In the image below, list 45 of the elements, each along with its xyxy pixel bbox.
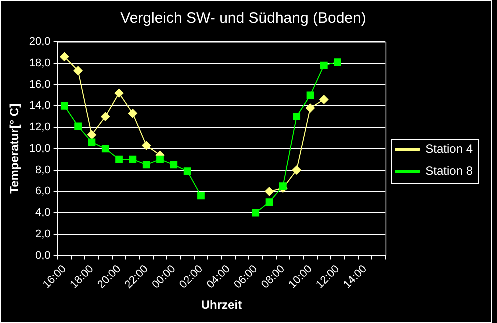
y-tick-label: 12,0 bbox=[29, 122, 51, 134]
y-tick-label: 8,0 bbox=[36, 164, 51, 176]
point bbox=[88, 138, 96, 146]
point bbox=[74, 66, 83, 76]
point bbox=[280, 182, 287, 190]
y-tick-label: 4,0 bbox=[36, 207, 51, 220]
point bbox=[74, 122, 82, 130]
point bbox=[292, 166, 302, 175]
point bbox=[102, 145, 110, 153]
point bbox=[293, 113, 301, 121]
y-axis-title: Temperatur[° C] bbox=[8, 104, 22, 194]
point bbox=[101, 112, 110, 122]
legend-label: Station 4 bbox=[426, 142, 474, 156]
point bbox=[170, 161, 178, 169]
y-tick-label: 18,0 bbox=[29, 57, 51, 70]
point bbox=[320, 62, 328, 70]
y-tick-label: 14,0 bbox=[29, 100, 51, 112]
y-tick-label: 6,0 bbox=[36, 186, 51, 198]
point bbox=[320, 95, 329, 104]
point bbox=[142, 141, 152, 150]
point bbox=[60, 102, 68, 110]
point bbox=[142, 161, 150, 169]
point bbox=[156, 156, 164, 164]
point bbox=[114, 88, 124, 98]
point bbox=[198, 192, 205, 200]
point bbox=[128, 109, 138, 118]
point bbox=[184, 168, 192, 176]
point bbox=[265, 187, 274, 196]
point bbox=[334, 58, 342, 66]
point bbox=[87, 130, 96, 140]
x-axis-title: Uhrzeit bbox=[201, 298, 242, 312]
point bbox=[306, 104, 316, 113]
point bbox=[60, 52, 70, 62]
point bbox=[252, 209, 260, 217]
point bbox=[116, 156, 123, 164]
y-tick-label: 16,0 bbox=[29, 78, 51, 91]
legend-label: Station 8 bbox=[426, 164, 474, 178]
chart-title: Vergleich SW- und Südhang (Boden) bbox=[120, 10, 366, 28]
y-tick-label: 0,0 bbox=[36, 250, 51, 262]
point bbox=[266, 198, 274, 206]
y-tick-label: 10,0 bbox=[29, 142, 51, 155]
y-tick-label: 20,0 bbox=[29, 36, 51, 48]
y-tick-label: 2,0 bbox=[36, 228, 51, 240]
point bbox=[306, 92, 314, 100]
point bbox=[129, 156, 137, 164]
